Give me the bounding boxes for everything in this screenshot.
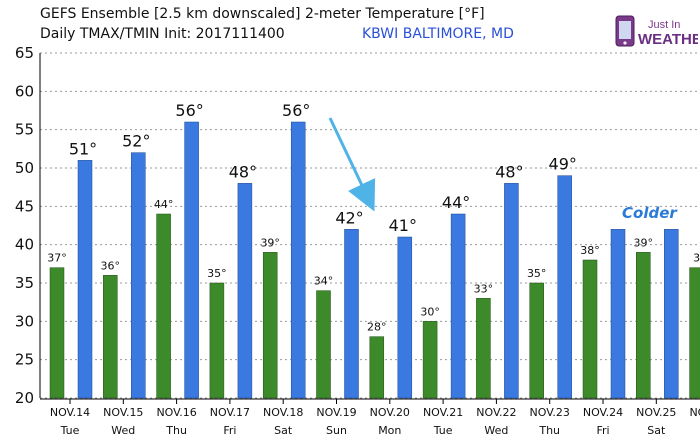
x-tick-date-label: NOV.22 bbox=[476, 406, 516, 419]
x-tick-date-label: NOV.19 bbox=[316, 406, 356, 419]
y-tick-label: 60 bbox=[15, 82, 34, 100]
tmin-bar bbox=[582, 259, 598, 399]
tmax-bar bbox=[237, 183, 253, 399]
y-tick-label: 40 bbox=[15, 236, 34, 254]
tmin-bar bbox=[689, 267, 700, 399]
x-tick-date-label: NOV.16 bbox=[156, 406, 196, 419]
tmax-bar bbox=[344, 229, 359, 399]
x-tick-day-label: Mon bbox=[378, 424, 401, 437]
tmin-data-label: 36° bbox=[101, 259, 121, 272]
tmax-data-label: 48° bbox=[495, 162, 523, 181]
x-tick-date-label: NOV.18 bbox=[263, 406, 303, 419]
x-tick-day-label: Sun bbox=[326, 424, 347, 437]
x-tick-date-label: NOV.14 bbox=[50, 406, 90, 419]
trend-arrow bbox=[328, 117, 376, 212]
tmin-data-label: 3 bbox=[693, 252, 700, 265]
tmin-bar bbox=[529, 282, 544, 399]
y-tick-label: 25 bbox=[15, 351, 34, 369]
x-axis: NOV.14 Tue NOV.15 Wed NOV.16 Thu NOV.17 Fri NOV.… bbox=[40, 398, 700, 437]
tmax-data-label: 51° bbox=[69, 139, 97, 158]
tmax-bar bbox=[131, 152, 146, 399]
tmin-bar bbox=[636, 252, 651, 399]
tmin-bar bbox=[316, 290, 331, 399]
chart-subtitle: Daily TMAX/TMIN Init: 2017111400 bbox=[40, 26, 285, 42]
tmax-bar bbox=[504, 183, 519, 399]
y-tick-label: 65 bbox=[15, 44, 34, 62]
tmin-bar bbox=[49, 267, 65, 399]
tmax-bar bbox=[290, 121, 306, 399]
data-labels: 37° 51° 36° 52° 44° 56° 35° 48° 39° 56° 34° 42° 28° 4… bbox=[47, 101, 700, 334]
tmin-bar bbox=[422, 321, 438, 399]
tmin-data-label: 35° bbox=[207, 267, 227, 280]
tmin-data-label: 28° bbox=[367, 321, 387, 334]
chart-title: GEFS Ensemble [2.5 km downscaled] 2-mete… bbox=[40, 6, 485, 22]
x-tick-day-label: Fri bbox=[596, 424, 609, 437]
colder-annotation: Colder bbox=[622, 204, 678, 222]
tmax-data-label: 56° bbox=[282, 101, 310, 120]
tmax-data-label: 42° bbox=[335, 208, 363, 227]
y-tick-label: 30 bbox=[15, 312, 34, 330]
tmax-bar bbox=[557, 175, 572, 399]
tmax-data-label: 44° bbox=[442, 193, 470, 212]
x-tick-date-label: NOV.26 bbox=[689, 406, 700, 419]
tmax-bar bbox=[77, 160, 93, 399]
tmin-data-label: 35° bbox=[527, 267, 547, 280]
logo-text-bottom: WEATHER bbox=[638, 31, 698, 48]
x-tick-date-label: NOV.25 bbox=[636, 406, 676, 419]
tmin-data-label: 38° bbox=[580, 244, 600, 257]
tmax-data-label: 48° bbox=[229, 162, 257, 181]
y-tick-label: 50 bbox=[15, 159, 34, 177]
x-tick-date-label: NOV.23 bbox=[530, 406, 570, 419]
x-tick-date-label: NOV.15 bbox=[103, 406, 143, 419]
tmax-data-label: 56° bbox=[175, 101, 203, 120]
x-tick-day-label: Wed bbox=[484, 424, 508, 437]
tmin-data-label: 44° bbox=[154, 198, 174, 211]
tmin-bar bbox=[103, 275, 118, 399]
x-tick-day-label: Tue bbox=[433, 424, 453, 437]
station-label: KBWI BALTIMORE, MD bbox=[362, 26, 514, 42]
y-tick-label: 20 bbox=[15, 389, 34, 407]
y-axis: 20 25 30 35 40 45 50 55 60 65 bbox=[15, 44, 41, 407]
tmin-bar bbox=[262, 252, 278, 399]
tmax-bar bbox=[610, 229, 626, 399]
y-tick-label: 35 bbox=[15, 274, 34, 292]
tmin-data-label: 33° bbox=[474, 282, 494, 295]
tmin-bar bbox=[476, 298, 491, 399]
x-tick-day-label: Thu bbox=[538, 424, 560, 437]
tmin-data-label: 37° bbox=[47, 252, 67, 265]
tmin-bar bbox=[209, 282, 225, 399]
x-tick-date-label: NOV.20 bbox=[370, 406, 410, 419]
x-tick-day-label: Thu bbox=[165, 424, 187, 437]
tmax-data-label: 52° bbox=[122, 132, 150, 151]
tmax-bar bbox=[184, 121, 199, 399]
bars bbox=[49, 121, 700, 399]
tmax-data-label: 41° bbox=[389, 216, 417, 235]
y-tick-label: 45 bbox=[15, 197, 34, 215]
x-tick-day-label: Sat bbox=[647, 424, 666, 437]
x-tick-day-label: Sat bbox=[274, 424, 293, 437]
y-tick-label: 55 bbox=[15, 121, 34, 139]
x-tick-date-label: NOV.24 bbox=[583, 406, 623, 419]
tmin-data-label: 39° bbox=[634, 236, 654, 249]
tmin-data-label: 34° bbox=[314, 275, 334, 288]
x-tick-day-label: Wed bbox=[111, 424, 135, 437]
x-tick-day-label: Fri bbox=[223, 424, 236, 437]
tmin-bar bbox=[156, 213, 171, 399]
x-tick-day-label: Tue bbox=[60, 424, 80, 437]
tmax-bar bbox=[450, 213, 466, 399]
tmin-bar bbox=[369, 336, 385, 399]
logo-text-top: Just In bbox=[648, 19, 680, 31]
x-tick-date-label: NOV.17 bbox=[210, 406, 250, 419]
tmin-data-label: 39° bbox=[260, 236, 280, 249]
x-tick-date-label: NOV.21 bbox=[423, 406, 463, 419]
tmax-bar bbox=[397, 236, 413, 399]
tmax-bar bbox=[664, 229, 679, 399]
tmin-data-label: 30° bbox=[420, 305, 440, 318]
tmax-data-label: 49° bbox=[549, 155, 577, 174]
logo: Just In WEATHER bbox=[615, 15, 698, 48]
